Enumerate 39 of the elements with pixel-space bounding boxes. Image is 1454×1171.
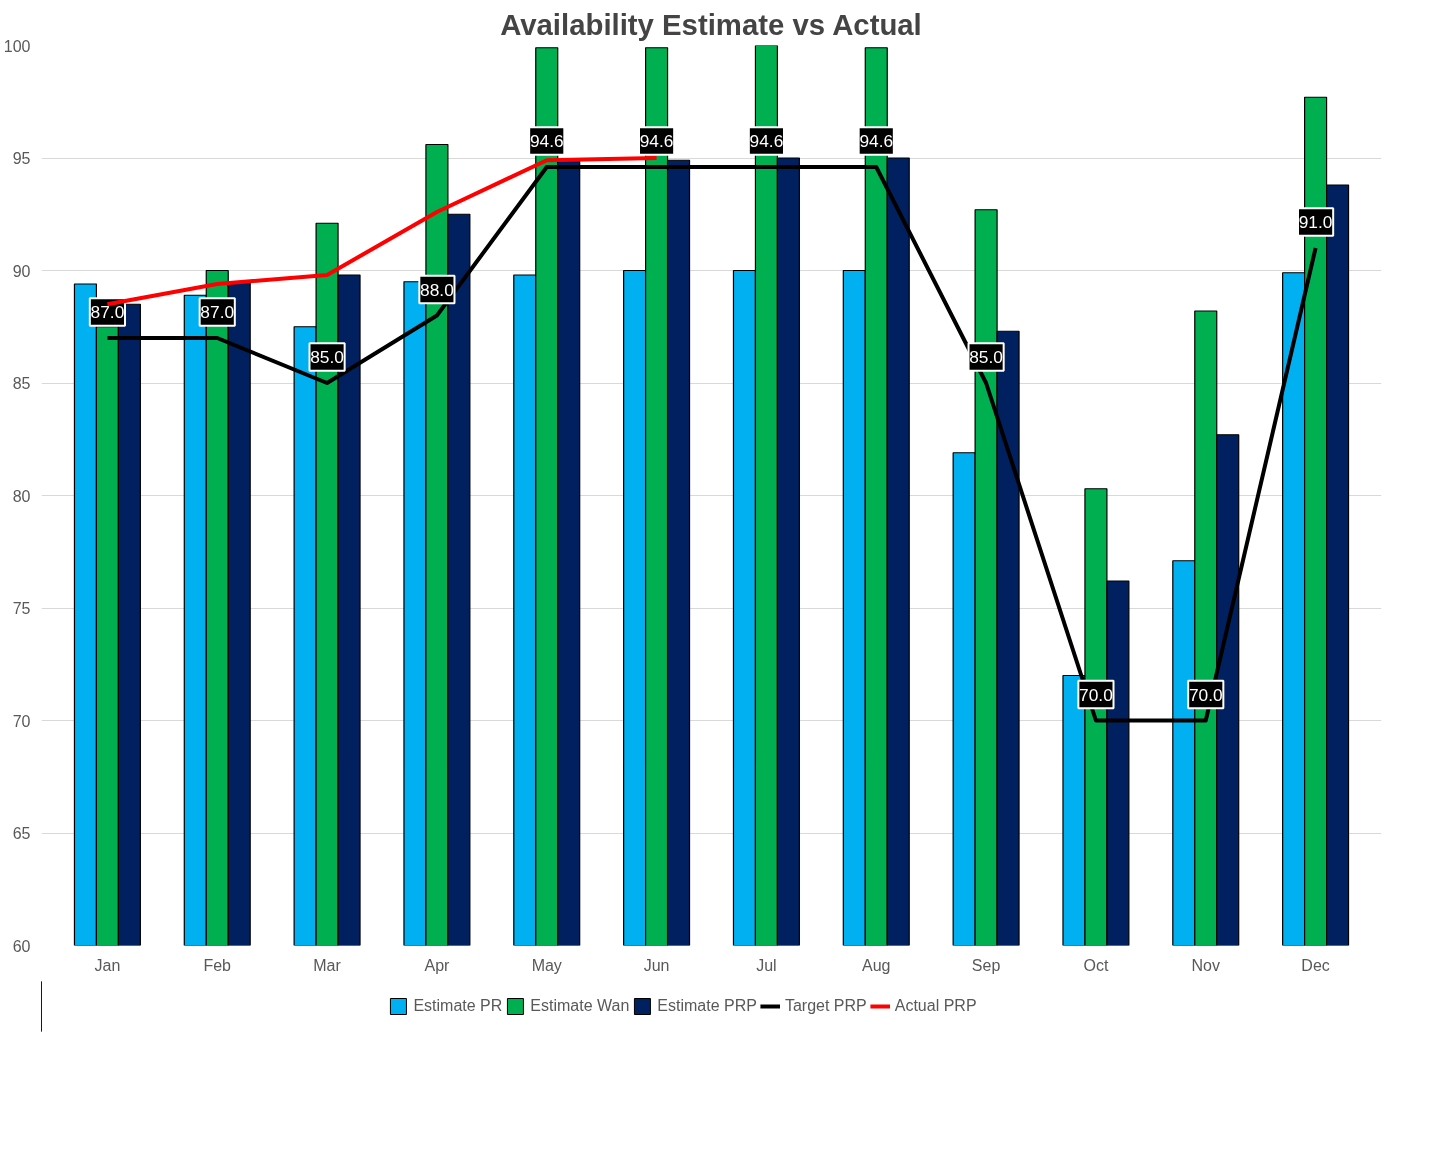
data-label: 87.0 xyxy=(200,302,235,322)
x-tick-label: Jan xyxy=(94,956,121,974)
data-label: 85.0 xyxy=(310,347,344,367)
data-label: 87.0 xyxy=(90,302,125,322)
x-tick-label: Jul xyxy=(756,956,777,974)
x-tick-label: May xyxy=(531,956,562,974)
y-tick-label: 90 xyxy=(12,262,31,280)
y-tick-label: 80 xyxy=(12,487,31,505)
data-label: 88.0 xyxy=(420,279,454,300)
y-tick-label: 70 xyxy=(12,712,31,730)
data-label: 91.0 xyxy=(1298,212,1333,232)
data-label: 70.0 xyxy=(1188,684,1223,705)
x-tick-label: Feb xyxy=(203,956,232,974)
x-tick-label: Apr xyxy=(424,956,451,974)
data-label: 94.6 xyxy=(529,131,564,151)
legend-label: Actual PRP xyxy=(894,997,977,1015)
y-tick-label: 100 xyxy=(3,37,31,55)
x-tick-label: Mar xyxy=(313,956,342,974)
y-tick-label: 85 xyxy=(12,375,31,392)
y-tick-label: 65 xyxy=(12,825,31,842)
data-label: 94.6 xyxy=(639,131,674,151)
data-label: 85.0 xyxy=(969,347,1003,367)
x-tick-label: Jun xyxy=(643,956,670,974)
legend-label: Estimate PR xyxy=(413,997,503,1015)
y-tick-label: 60 xyxy=(12,937,31,955)
data-label: 94.6 xyxy=(749,131,784,151)
x-tick-label: Oct xyxy=(1083,956,1109,974)
chart-title: Availability Estimate vs Actual xyxy=(500,7,922,41)
y-tick-label: 95 xyxy=(12,150,31,167)
data-label: 70.0 xyxy=(1079,684,1113,705)
x-tick-label: Dec xyxy=(1301,956,1330,974)
legend-label: Estimate PRP xyxy=(657,997,757,1015)
x-tick-label: Sep xyxy=(971,956,1001,974)
x-tick-label: Aug xyxy=(862,956,891,974)
y-tick-label: 75 xyxy=(12,600,31,617)
data-label: 94.6 xyxy=(859,131,894,151)
legend-label: Target PRP xyxy=(784,997,867,1015)
x-tick-label: Nov xyxy=(1191,956,1220,974)
legend-label: Estimate Wan xyxy=(530,997,630,1015)
